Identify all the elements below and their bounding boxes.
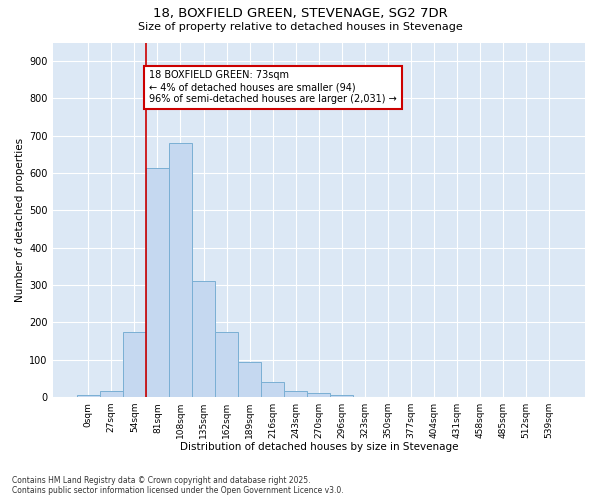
- Bar: [238, 362, 261, 397]
- Text: 18 BOXFIELD GREEN: 73sqm
← 4% of detached houses are smaller (94)
96% of semi-de: 18 BOXFIELD GREEN: 73sqm ← 4% of detache…: [149, 70, 397, 104]
- Bar: [146, 168, 169, 397]
- Bar: [192, 282, 215, 397]
- Bar: [169, 144, 192, 397]
- Bar: [284, 392, 307, 397]
- Text: Contains HM Land Registry data © Crown copyright and database right 2025.
Contai: Contains HM Land Registry data © Crown c…: [12, 476, 344, 495]
- Text: Size of property relative to detached houses in Stevenage: Size of property relative to detached ho…: [137, 22, 463, 32]
- Bar: [261, 382, 284, 397]
- X-axis label: Distribution of detached houses by size in Stevenage: Distribution of detached houses by size …: [179, 442, 458, 452]
- Bar: [307, 392, 330, 397]
- Bar: [215, 332, 238, 397]
- Bar: [100, 392, 123, 397]
- Bar: [123, 332, 146, 397]
- Bar: [330, 395, 353, 397]
- Text: 18, BOXFIELD GREEN, STEVENAGE, SG2 7DR: 18, BOXFIELD GREEN, STEVENAGE, SG2 7DR: [152, 8, 448, 20]
- Bar: [77, 395, 100, 397]
- Y-axis label: Number of detached properties: Number of detached properties: [15, 138, 25, 302]
